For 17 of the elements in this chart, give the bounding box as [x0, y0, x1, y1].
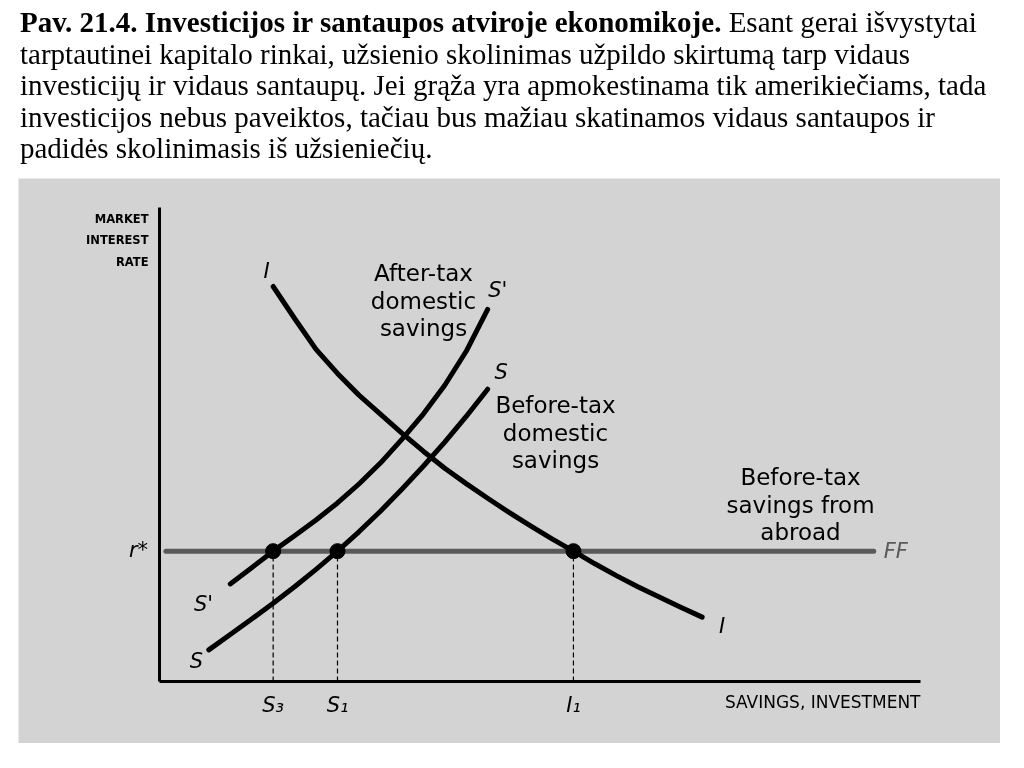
series-label: S: [189, 648, 204, 673]
text: r*: [128, 537, 149, 562]
annotation: S': [193, 591, 214, 616]
series-label: I: [263, 258, 270, 283]
x-tick-label: S₁: [326, 692, 349, 717]
annotation: I: [719, 614, 726, 639]
y-axis-title: MARKET INTEREST RATE: [86, 211, 149, 269]
annotation: Before-tax savings from abroad: [726, 464, 875, 545]
annotation: S: [494, 359, 508, 384]
x-tick-label: I₁: [566, 692, 581, 717]
x-axis-title: SAVINGS, INVESTMENT: [724, 691, 922, 712]
series-label: FF: [883, 539, 909, 564]
annotation: After-tax domestic savings: [370, 260, 477, 341]
series-label: S': [488, 277, 508, 302]
chart-title: Pav. 21.4. Investicijos ir santaupos atviroje ekonomikoje.: [20, 6, 722, 38]
annotation: Before-tax domestic savings: [495, 392, 616, 473]
x-tick-label: S₃: [262, 692, 285, 717]
